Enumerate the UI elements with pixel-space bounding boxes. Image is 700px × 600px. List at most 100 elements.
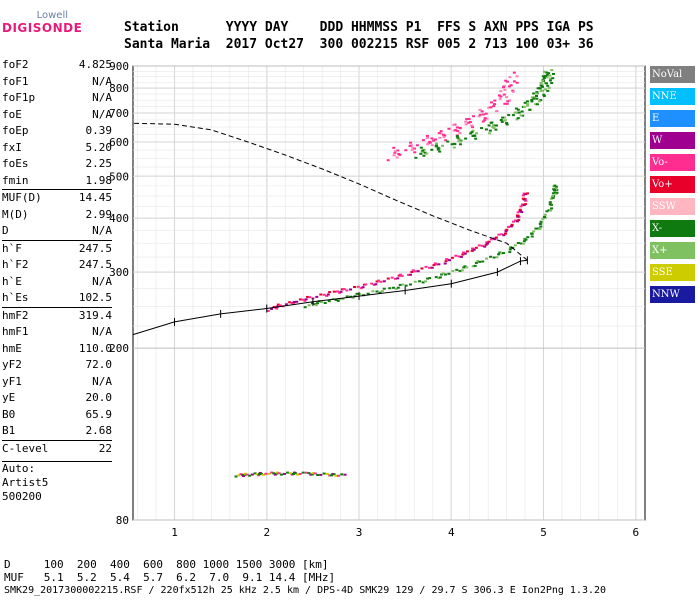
upper-x-mark	[549, 77, 553, 80]
o-trace-mark	[515, 214, 519, 217]
o-trace-mark	[306, 295, 310, 298]
es-trace-mark	[334, 474, 338, 477]
upper-x-mark	[544, 71, 548, 74]
x-trace-mark	[539, 225, 543, 228]
o-trace-mark	[361, 286, 365, 289]
param-key: D	[2, 224, 9, 237]
param-key: foF1p	[2, 91, 36, 104]
o-trace-mark	[292, 301, 296, 304]
y-tick-label: 300	[109, 266, 129, 279]
o-trace-mark	[517, 219, 521, 222]
o-trace-mark	[326, 293, 330, 296]
upper-x-mark	[532, 96, 536, 99]
o-trace-mark	[444, 260, 448, 263]
upper-o-mark	[392, 154, 396, 157]
x-trace-mark	[536, 227, 540, 230]
upper-x-mark	[541, 75, 545, 78]
es-trace-mark	[296, 473, 300, 476]
es-trace-mark	[237, 474, 241, 477]
legend-nne: NNE	[650, 88, 695, 105]
upper-x-mark	[453, 143, 457, 146]
x-trace-mark	[492, 256, 496, 259]
upper-x-mark	[494, 128, 498, 131]
upper-x-mark	[421, 149, 425, 152]
o-trace-mark	[448, 259, 452, 262]
param-row-b1: B1 2.68	[2, 423, 112, 440]
upper-o-mark	[447, 127, 451, 130]
upper-o-mark	[438, 136, 442, 139]
upper-o-mark	[468, 121, 472, 124]
y-tick-label: 800	[109, 82, 129, 95]
param-value: 65.9	[85, 407, 113, 421]
x-trace-mark	[323, 301, 327, 304]
param-value: N/A	[92, 325, 112, 338]
upper-o-mark	[504, 79, 508, 82]
logo-main-text: DIGISONDE	[2, 21, 83, 35]
upper-o-mark	[437, 132, 441, 135]
y-tick-label: 400	[109, 212, 129, 225]
upper-x-mark	[520, 110, 524, 113]
upper-o-mark	[433, 138, 437, 141]
x-trace-mark	[526, 236, 530, 239]
upper-x-mark	[514, 107, 518, 110]
x-trace-mark	[519, 242, 523, 245]
upper-x-mark	[436, 148, 440, 151]
o-trace-mark	[435, 263, 439, 266]
x-trace-mark	[313, 303, 317, 306]
x-trace-mark	[530, 232, 534, 235]
upper-x-mark	[455, 135, 459, 138]
o-trace-mark	[483, 245, 487, 248]
x-trace-mark	[474, 261, 478, 264]
upper-o-mark	[454, 129, 458, 132]
o-trace-mark	[345, 289, 349, 292]
legend-ssw: SSW	[650, 198, 695, 215]
x-trace-mark	[447, 272, 451, 275]
param-value: 20.0	[85, 391, 113, 404]
upper-x-mark	[505, 122, 509, 125]
o-trace-mark	[502, 234, 506, 237]
param-row-md: M(D) 2.99	[2, 207, 112, 224]
upper-o-mark	[506, 100, 510, 103]
upper-o-mark	[515, 75, 519, 78]
param-key: hmE	[2, 341, 22, 355]
autoscale-line: Artist5	[2, 476, 49, 489]
upper-x-mark	[516, 108, 520, 111]
param-row-ye: yE 20.0	[2, 390, 112, 407]
x-trace-mark	[314, 304, 318, 307]
upper-x-mark	[425, 152, 429, 155]
o-trace-mark	[413, 270, 417, 273]
upper-x-mark	[471, 134, 475, 137]
param-key: hmF2	[2, 308, 29, 322]
upper-x-mark	[542, 70, 546, 73]
o-trace-mark	[522, 192, 526, 195]
o-trace-mark	[375, 280, 379, 283]
upper-x-mark	[539, 99, 543, 102]
upper-o-mark	[425, 134, 429, 137]
es-trace-mark	[253, 472, 257, 475]
o-trace-mark	[420, 267, 424, 270]
upper-o-mark	[425, 137, 429, 140]
es-trace-mark	[316, 474, 320, 477]
autoscale-line: 500200	[2, 490, 42, 503]
x-trace-mark	[548, 201, 552, 204]
upper-x-mark	[532, 92, 536, 95]
upper-x-mark	[499, 118, 503, 121]
upper-o-mark	[452, 129, 456, 132]
param-value: 319.4	[78, 308, 112, 322]
x-trace-mark	[545, 210, 549, 213]
upper-o-mark	[505, 80, 509, 83]
upper-o-mark	[467, 121, 471, 124]
param-row-hf: h`F 247.5	[2, 239, 112, 258]
upper-o-mark	[498, 97, 502, 100]
polarization-legend: NoVal NNE E W Vo- Vo+ SSW X- X+ SSE NNW	[650, 66, 695, 308]
y-tick-label: 500	[109, 170, 129, 183]
upper-o-mark	[395, 156, 399, 159]
o-trace-mark	[503, 232, 507, 235]
upper-o-mark	[442, 133, 446, 136]
o-trace-mark	[275, 307, 279, 310]
es-trace-mark	[329, 474, 333, 477]
param-row-yf1: yF1 N/A	[2, 374, 112, 391]
param-row-clevel: C-level 22	[2, 439, 112, 458]
es-trace-mark	[307, 472, 311, 475]
upper-o-mark	[499, 95, 503, 98]
